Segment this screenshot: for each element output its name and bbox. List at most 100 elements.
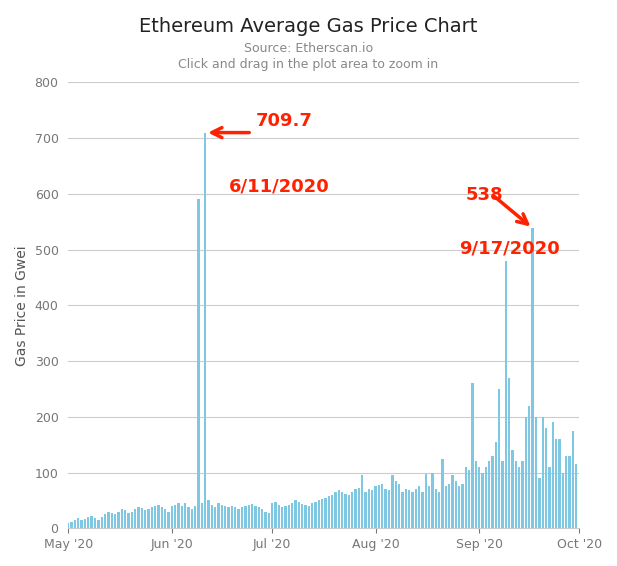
Bar <box>455 481 457 528</box>
Bar <box>508 378 510 528</box>
Bar <box>284 506 287 528</box>
Bar <box>104 514 106 528</box>
Bar <box>398 484 400 528</box>
Text: Ethereum Average Gas Price Chart: Ethereum Average Gas Price Chart <box>139 17 478 36</box>
Bar <box>211 505 213 528</box>
Bar <box>120 509 123 528</box>
Bar <box>174 505 176 528</box>
Bar <box>348 495 350 528</box>
Bar <box>74 520 76 528</box>
Bar <box>67 523 70 528</box>
Bar <box>331 495 333 528</box>
Bar <box>531 228 534 528</box>
Bar <box>471 383 474 528</box>
Bar <box>157 505 160 528</box>
Bar <box>485 467 487 528</box>
Bar <box>228 507 230 528</box>
Bar <box>297 501 300 528</box>
Bar <box>361 475 363 528</box>
Bar <box>147 509 150 528</box>
Bar <box>238 509 240 528</box>
Bar <box>234 507 236 528</box>
Bar <box>154 506 156 528</box>
Bar <box>434 489 437 528</box>
Bar <box>438 492 441 528</box>
Bar <box>197 199 200 528</box>
Bar <box>565 456 567 528</box>
Bar <box>207 500 210 528</box>
Bar <box>358 488 360 528</box>
Bar <box>381 484 384 528</box>
Bar <box>408 490 410 528</box>
Bar <box>518 467 521 528</box>
Bar <box>204 132 207 528</box>
Bar <box>341 492 344 528</box>
Bar <box>137 507 139 528</box>
Bar <box>281 507 283 528</box>
Bar <box>144 511 146 528</box>
Bar <box>575 464 578 528</box>
Bar <box>521 461 524 528</box>
Bar <box>538 478 540 528</box>
Bar <box>365 492 366 528</box>
Bar <box>555 439 557 528</box>
Bar <box>114 514 116 528</box>
Bar <box>294 500 297 528</box>
Bar <box>401 492 404 528</box>
Bar <box>568 456 571 528</box>
Bar <box>498 389 500 528</box>
Bar <box>261 509 263 528</box>
Bar <box>134 509 136 528</box>
Bar <box>511 450 514 528</box>
Text: 6/11/2020: 6/11/2020 <box>229 177 329 195</box>
Bar <box>194 506 196 528</box>
Bar <box>558 439 561 528</box>
Bar <box>441 458 444 528</box>
Bar <box>351 492 354 528</box>
Bar <box>201 503 203 528</box>
Bar <box>107 512 110 528</box>
Bar <box>481 473 484 528</box>
Bar <box>535 417 537 528</box>
Bar <box>371 490 373 528</box>
Bar <box>167 512 170 528</box>
Bar <box>418 486 420 528</box>
Bar <box>368 489 370 528</box>
Bar <box>87 517 89 528</box>
Bar <box>101 517 103 528</box>
Bar <box>77 518 80 528</box>
Bar <box>127 513 130 528</box>
Bar <box>257 507 260 528</box>
Bar <box>141 508 143 528</box>
Bar <box>117 512 120 528</box>
Bar <box>188 507 189 528</box>
Bar <box>561 473 564 528</box>
Bar <box>224 506 226 528</box>
Text: 709.7: 709.7 <box>255 112 312 130</box>
Bar <box>468 470 470 528</box>
Bar <box>378 485 380 528</box>
Bar <box>491 456 494 528</box>
Bar <box>184 503 186 528</box>
Bar <box>268 513 270 528</box>
Bar <box>244 506 247 528</box>
Bar <box>164 509 167 528</box>
Bar <box>84 520 86 528</box>
Bar <box>448 484 450 528</box>
Bar <box>181 506 183 528</box>
Bar <box>151 507 153 528</box>
Bar <box>542 417 544 528</box>
Bar <box>405 489 407 528</box>
Bar <box>221 505 223 528</box>
Bar <box>311 503 313 528</box>
Bar <box>241 507 243 528</box>
Bar <box>495 442 497 528</box>
Bar <box>431 473 434 528</box>
Bar <box>288 505 290 528</box>
Bar <box>304 505 307 528</box>
Bar <box>251 504 253 528</box>
Bar <box>328 496 330 528</box>
Bar <box>571 431 574 528</box>
Bar <box>247 505 250 528</box>
Bar <box>278 505 280 528</box>
